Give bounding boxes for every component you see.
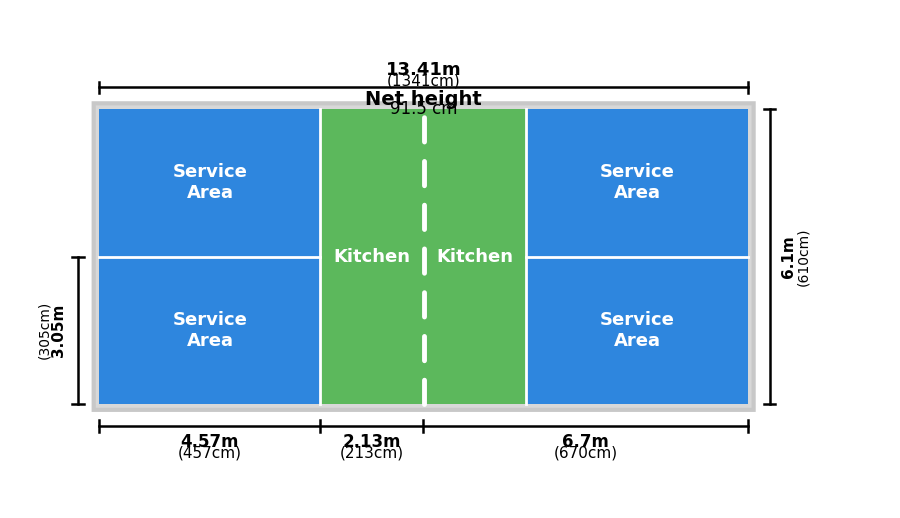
Text: Service
Area: Service Area [599, 164, 674, 202]
FancyBboxPatch shape [94, 103, 753, 410]
Bar [100, 256, 320, 404]
Text: (457cm): (457cm) [178, 446, 242, 461]
Text: Kitchen: Kitchen [333, 248, 410, 266]
Bar [526, 109, 748, 256]
Text: (610cm): (610cm) [796, 227, 810, 286]
Bar [100, 109, 320, 256]
Text: Service
Area: Service Area [599, 311, 674, 350]
Text: Service
Area: Service Area [173, 311, 248, 350]
Text: 2.13m: 2.13m [343, 433, 401, 451]
Text: 6.1m: 6.1m [781, 235, 797, 278]
Text: 4.57m: 4.57m [181, 433, 239, 451]
Text: (670cm): (670cm) [554, 446, 617, 461]
Text: Service
Area: Service Area [173, 164, 248, 202]
Text: (305cm): (305cm) [37, 301, 51, 359]
Text: Net height: Net height [365, 90, 482, 109]
Bar [320, 109, 423, 404]
Text: (213cm): (213cm) [340, 446, 404, 461]
Text: 6.7m: 6.7m [562, 433, 609, 451]
Text: (1341cm): (1341cm) [387, 74, 461, 89]
Text: 13.41m: 13.41m [386, 62, 462, 79]
Text: Kitchen: Kitchen [436, 248, 513, 266]
Text: 91.5 cm: 91.5 cm [390, 100, 457, 118]
Bar [423, 109, 526, 404]
Bar [526, 256, 748, 404]
Text: 3.05m: 3.05m [51, 304, 66, 357]
